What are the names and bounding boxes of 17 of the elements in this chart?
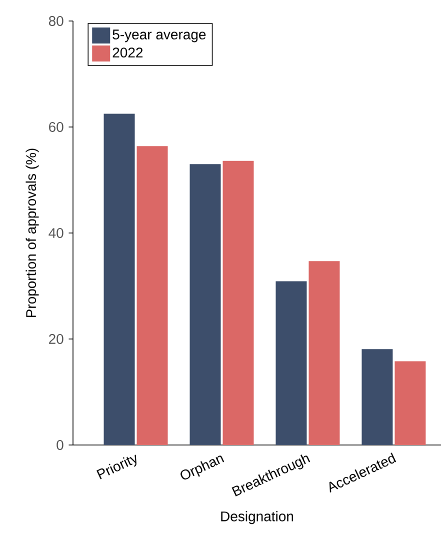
legend-label: 5-year average bbox=[112, 30, 206, 42]
y-tick-label: 0 bbox=[56, 440, 64, 450]
bar bbox=[276, 281, 307, 445]
y-tick-label: 20 bbox=[48, 334, 64, 344]
bar bbox=[308, 261, 340, 445]
bar bbox=[394, 361, 426, 445]
y-tick-label: 80 bbox=[48, 16, 64, 26]
bar bbox=[190, 164, 221, 445]
y-axis-title: Proportion of approvals (%) bbox=[26, 148, 39, 318]
bar bbox=[104, 114, 135, 445]
bar bbox=[222, 160, 254, 445]
y-tick-label: 60 bbox=[48, 122, 64, 132]
x-axis-title: Designation bbox=[220, 511, 293, 524]
legend-label: 2022 bbox=[112, 48, 142, 58]
y-tick-label: 40 bbox=[48, 228, 64, 238]
bar bbox=[136, 146, 168, 445]
bar bbox=[362, 349, 393, 445]
